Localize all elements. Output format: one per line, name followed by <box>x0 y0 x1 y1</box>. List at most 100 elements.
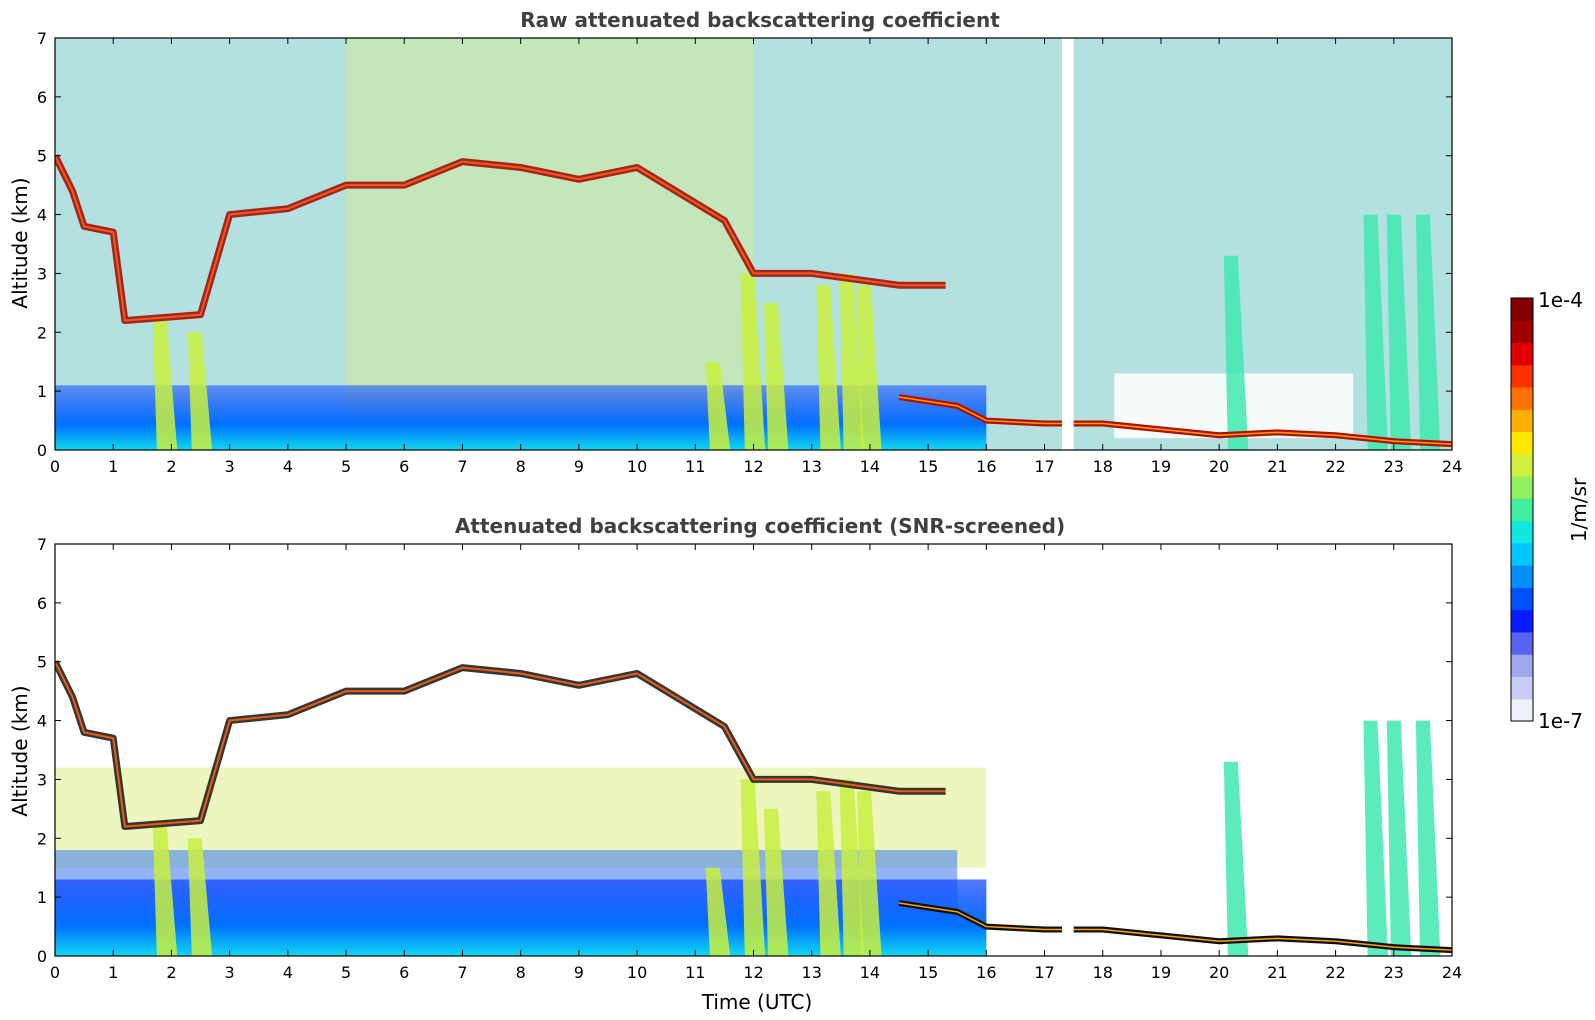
panel-snr-x-tick-label: 23 <box>1384 963 1404 982</box>
panel-raw-precip-streak <box>1223 255 1249 450</box>
colorbar-segment <box>1511 587 1533 611</box>
panel-raw-x-tick-label: 4 <box>283 457 293 476</box>
panel-snr-data-gap <box>1062 544 1074 956</box>
panel-raw-x-tick-label: 0 <box>50 457 60 476</box>
panel-raw-precip-streak <box>1386 214 1412 450</box>
panel-snr-y-tick-label: 1 <box>37 888 47 907</box>
panel-snr-precip-streak <box>705 867 731 956</box>
panel-raw-y-tick-label: 5 <box>37 147 47 166</box>
panel-snr-y-tick-label: 7 <box>37 535 47 554</box>
panel-raw-precip-streak <box>839 273 865 450</box>
panel-raw-precip-streak <box>1415 214 1441 450</box>
panel-snr-x-tick-label: 7 <box>457 963 467 982</box>
colorbar-segment <box>1511 298 1533 321</box>
panel-raw-x-tick-label: 14 <box>860 457 880 476</box>
panel-snr-precip-streak <box>857 791 882 956</box>
panel-snr-precip-streak <box>1386 720 1412 956</box>
panel-raw-y-tick-label: 2 <box>37 323 47 342</box>
panel-snr-y-tick-label: 3 <box>37 770 47 789</box>
panel-snr-x-tick-label: 1 <box>108 963 118 982</box>
panel-snr-precip-streak <box>1223 761 1249 956</box>
panel-snr-precip-streak <box>152 826 178 956</box>
colorbar-segment <box>1511 520 1533 544</box>
panel-snr-y-tick-label: 2 <box>37 829 47 848</box>
colorbar-segment <box>1511 542 1533 566</box>
panel-snr-x-tick-label: 24 <box>1442 963 1462 982</box>
panel-raw-y-tick-label: 3 <box>37 264 47 283</box>
panel-raw-x-tick-label: 18 <box>1093 457 1113 476</box>
panel-raw-precip-streak <box>740 273 766 450</box>
colorbar-segment <box>1511 676 1533 700</box>
colorbar-unit-label: 1/m/sr <box>1567 477 1591 542</box>
panel-snr-x-tick-label: 5 <box>341 963 351 982</box>
panel-raw-x-tick-label: 15 <box>918 457 938 476</box>
colorbar-segment <box>1511 342 1533 366</box>
panel-snr-x-tick-label: 2 <box>166 963 176 982</box>
colorbar-segment <box>1511 631 1533 655</box>
panel-raw-x-tick-label: 1 <box>108 457 118 476</box>
x-axis-label: Time (UTC) <box>701 990 813 1014</box>
panel-raw-x-tick-label: 20 <box>1209 457 1229 476</box>
panel-snr-x-tick-label: 13 <box>802 963 822 982</box>
panel-snr-plot-area: 0 1 2 3 4 5 6 7 8 9 10 11 12 13 14 15 16 17 18 19 20 21 22 23 24… <box>37 535 1462 982</box>
colorbar-segment <box>1511 387 1533 410</box>
colorbar-segment <box>1511 476 1533 499</box>
panel-snr-x-tick-label: 11 <box>685 963 705 982</box>
panel-snr-precip-streak <box>763 808 789 956</box>
panel-snr-x-tick-label: 4 <box>283 963 293 982</box>
panel-snr-precip-streak <box>839 779 865 956</box>
panel-snr-boundary-layer-edge <box>898 902 1452 951</box>
panel-raw-x-tick-label: 17 <box>1034 457 1054 476</box>
panel-snr-x-tick-label: 17 <box>1034 963 1054 982</box>
panel-raw-x-tick-label: 2 <box>166 457 176 476</box>
colorbar-segment <box>1511 609 1533 633</box>
colorbar-frame <box>1510 297 1534 722</box>
colorbar: 1e-4 1e-7 1/m/sr <box>1510 288 1591 733</box>
panel-raw-precip-streak <box>763 302 789 450</box>
panel-raw-y-tick-label: 4 <box>37 206 47 225</box>
colorbar-segment <box>1511 453 1533 477</box>
panel-snr: Attenuated backscattering coefficient (S… <box>8 514 1462 1014</box>
colorbar-segment <box>1511 431 1533 455</box>
panel-raw-x-tick-label: 22 <box>1325 457 1345 476</box>
panel-raw-x-tick-label: 19 <box>1151 457 1171 476</box>
panel-raw-y-axis-label: Altitude (km) <box>8 177 32 308</box>
panel-snr-precip-streak <box>740 779 766 956</box>
panel-raw-precip-streak <box>816 285 841 450</box>
colorbar-segment <box>1511 409 1533 433</box>
panel-raw-x-tick-label: 23 <box>1384 457 1404 476</box>
colorbar-gradient <box>1511 298 1533 722</box>
panel-raw-x-tick-label: 24 <box>1442 457 1462 476</box>
colorbar-segment <box>1511 364 1533 388</box>
panel-raw-x-tick-label: 21 <box>1267 457 1287 476</box>
panel-snr-title: Attenuated backscattering coefficient (S… <box>455 514 1065 538</box>
panel-raw-boundary-layer-edge <box>898 396 1452 445</box>
panel-snr-x-tick-label: 12 <box>743 963 763 982</box>
panel-raw-x-tick-label: 9 <box>574 457 584 476</box>
colorbar-segment <box>1511 654 1533 677</box>
panel-raw-x-tick-label: 12 <box>743 457 763 476</box>
panel-raw-precip-streak <box>857 285 882 450</box>
panel-raw-precip-streak <box>187 332 213 450</box>
panel-snr-x-tick-label: 8 <box>516 963 526 982</box>
panel-snr-y-axis-label: Altitude (km) <box>8 685 32 816</box>
panel-snr-x-tick-label: 22 <box>1325 963 1345 982</box>
panel-snr-x-tick-label: 10 <box>627 963 647 982</box>
panel-raw-x-tick-label: 5 <box>341 457 351 476</box>
colorbar-max-label: 1e-4 <box>1538 288 1583 312</box>
panel-raw-precip-streak <box>705 361 731 450</box>
panel-raw-y-tick-label: 1 <box>37 382 47 401</box>
colorbar-segment <box>1511 698 1533 722</box>
panel-snr-x-tick-label: 9 <box>574 963 584 982</box>
panel-raw-x-tick-label: 6 <box>399 457 409 476</box>
panel-snr-precip-streak <box>816 791 841 956</box>
panel-snr-precip-streak <box>1363 720 1388 956</box>
panel-snr-x-tick-label: 14 <box>860 963 880 982</box>
panel-raw-noise-field-bright <box>346 38 754 450</box>
panel-raw-precip-streak <box>1363 214 1388 450</box>
panel-snr-x-tick-label: 21 <box>1267 963 1287 982</box>
panel-raw: Raw attenuated backscattering coefficien… <box>8 8 1462 476</box>
panel-snr-x-tick-label: 16 <box>976 963 996 982</box>
panel-raw-y-tick-label: 6 <box>37 88 47 107</box>
